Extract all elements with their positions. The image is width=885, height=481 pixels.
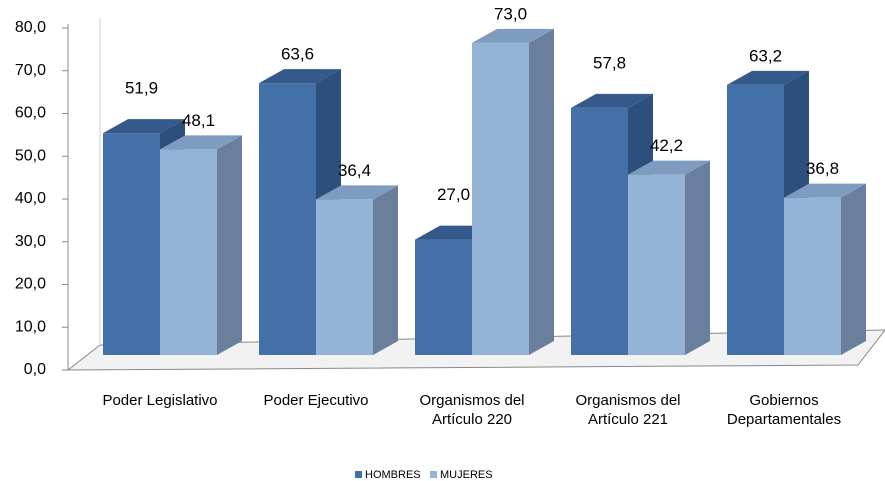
value-label: 63,2 [749, 46, 782, 65]
bar [160, 149, 217, 355]
y-tick-label: 50,0 [15, 147, 46, 164]
value-label: 48,1 [182, 111, 215, 130]
bar [415, 239, 472, 355]
bar [316, 199, 373, 355]
bar-top [316, 185, 398, 200]
value-label: 73,0 [494, 4, 527, 23]
bar-side [373, 185, 398, 355]
y-tick-label: 30,0 [15, 233, 46, 250]
y-tick-label: 10,0 [15, 318, 46, 335]
bar-side [217, 135, 242, 355]
bar-side [685, 160, 710, 355]
bar-top [628, 160, 710, 175]
bar-top [571, 93, 653, 108]
legend-label: MUJERES [440, 469, 493, 481]
y-tick-label: 20,0 [15, 276, 46, 293]
bar [784, 197, 841, 355]
bar-top [727, 70, 809, 85]
bar [628, 174, 685, 355]
bar-top [103, 119, 185, 134]
bar [472, 42, 529, 356]
bar-side [529, 28, 554, 356]
value-label: 42,2 [650, 136, 683, 155]
legend-swatch [355, 471, 362, 478]
value-label: 36,8 [806, 159, 839, 178]
value-label: 36,4 [338, 161, 371, 180]
y-tick-label: 40,0 [15, 190, 46, 207]
x-tick-label: Organismos del Artículo 220 [419, 392, 525, 428]
bar-top [472, 28, 554, 43]
y-tick-label: 70,0 [15, 62, 46, 79]
legend-label: HOMBRES [365, 469, 421, 481]
bar [571, 107, 628, 355]
bar-side [841, 183, 866, 355]
legend-swatch [430, 471, 437, 478]
value-label: 63,6 [281, 45, 314, 64]
bar [259, 83, 316, 356]
bar [727, 84, 784, 355]
x-tick-label: Organismos del Artículo 221 [575, 392, 681, 428]
value-label: 57,8 [593, 53, 626, 72]
bar-top [160, 135, 242, 150]
x-tick-label: Gobiernos Departamentales [726, 392, 842, 428]
y-tick-label: 60,0 [15, 105, 46, 122]
x-tick-label: Poder Legislativo [102, 392, 218, 409]
y-tick-label: 80,0 [15, 19, 46, 36]
bar-top [259, 69, 341, 84]
value-label: 51,9 [125, 79, 158, 98]
value-label: 27,0 [437, 185, 470, 204]
bar-top [784, 183, 866, 198]
y-tick-label: 0,0 [24, 361, 46, 378]
bar [103, 133, 160, 355]
x-tick-label: Poder Ejecutivo [263, 392, 369, 409]
